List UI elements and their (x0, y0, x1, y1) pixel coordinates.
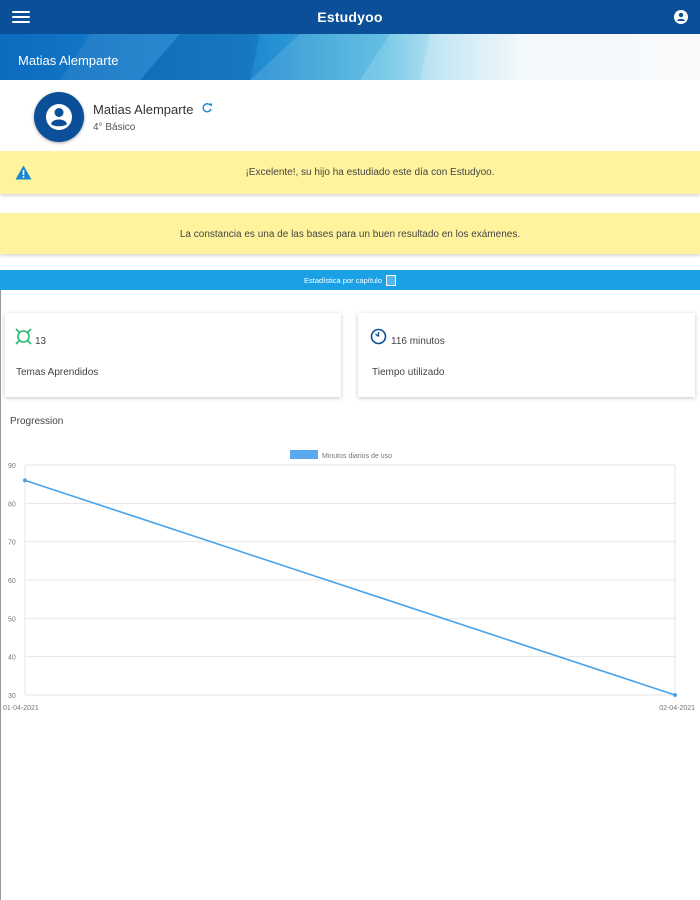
person-icon (46, 104, 72, 130)
student-banner: Matias Alemparte (0, 34, 700, 80)
x-tick-label: 01-04-2021 (3, 705, 39, 712)
chart-series (23, 478, 677, 697)
chart-legend: Minutos diarios de uso (290, 450, 392, 460)
menu-icon[interactable] (12, 11, 30, 25)
topics-learned-label: Temas Aprendidos (16, 367, 99, 378)
tip-notice: La constancia es una de las bases para u… (0, 213, 700, 254)
tip-notice-text: La constancia es una de las bases para u… (179, 229, 521, 240)
legend-swatch (290, 450, 318, 459)
student-grade: 4° Básico (93, 122, 136, 133)
y-tick-label: 50 (8, 616, 16, 623)
time-used-value: 116 minutos (391, 336, 445, 347)
progression-chart: 30 40 50 60 70 80 90 01-04-2021 02-04-2021 Minu… (3, 450, 695, 712)
avatar (34, 92, 84, 142)
chapter-stats-label: Estadística por capítulo (304, 276, 382, 286)
account-icon[interactable] (674, 10, 688, 24)
time-used-label: Tiempo utilizado (372, 367, 445, 378)
y-tick-label: 80 (8, 501, 16, 508)
time-used-card: 116 minutos Tiempo utilizado (358, 313, 695, 397)
app-title: Estudyoo (317, 9, 383, 25)
y-tick-label: 70 (8, 540, 16, 547)
success-notice-text: ¡Excelente!, su hijo ha estudiado este d… (245, 167, 495, 178)
topics-learned-value: 13 (35, 336, 47, 347)
student-name: Matias Alemparte (93, 102, 194, 117)
topics-learned-card: 13 Temas Aprendidos (5, 313, 341, 397)
document-icon (385, 275, 396, 286)
target-icon (15, 328, 32, 345)
refresh-icon[interactable] (201, 102, 213, 114)
series-line (24, 479, 676, 696)
x-tick-label: 02-04-2021 (659, 705, 695, 712)
chart-grid (24, 464, 676, 696)
y-axis: 30 40 50 60 70 80 90 (8, 463, 16, 700)
y-tick-label: 90 (8, 463, 16, 470)
banner-student-name: Matias Alemparte (18, 53, 119, 68)
data-point (23, 478, 27, 483)
success-notice: ¡Excelente!, su hijo ha estudiado este d… (0, 151, 700, 194)
page-edge (0, 290, 1, 900)
y-tick-label: 60 (8, 578, 16, 585)
clock-icon (370, 328, 387, 345)
banner-decoration (60, 34, 700, 80)
data-point (673, 693, 677, 697)
warning-icon (15, 165, 32, 180)
chapter-stats-button[interactable]: Estadística por capítulo (0, 270, 700, 290)
x-axis: 01-04-2021 02-04-2021 (3, 705, 695, 712)
legend-label: Minutos diarios de uso (322, 453, 392, 460)
y-tick-label: 30 (8, 693, 16, 700)
progression-title: Progression (10, 416, 64, 427)
app-header: Estudyoo (0, 0, 700, 34)
student-profile: Matias Alemparte 4° Básico (0, 80, 700, 150)
y-tick-label: 40 (8, 655, 16, 662)
